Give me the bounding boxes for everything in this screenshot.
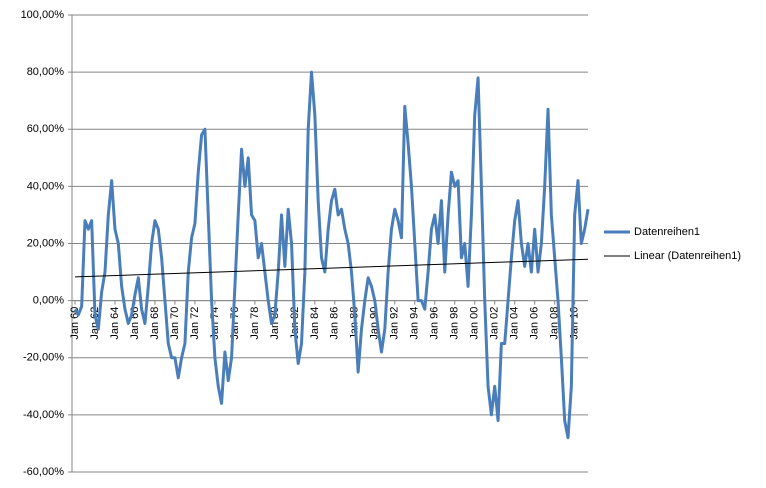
x-tick-label: Jan 86 <box>329 307 341 340</box>
data-line <box>73 70 590 440</box>
legend-label: Datenreihen1 <box>634 226 700 238</box>
x-tick-label: Jan 68 <box>149 307 161 340</box>
y-tick-label: 60,00% <box>27 123 65 135</box>
x-tick-label: Jan 70 <box>169 307 181 340</box>
x-tick-label: Jan 94 <box>409 307 421 340</box>
x-tick-label: Jan 02 <box>489 307 501 340</box>
y-tick-label: -40,00% <box>23 409 64 421</box>
x-tick-label: Jan 78 <box>249 307 261 340</box>
y-tick-label: 100,00% <box>21 9 65 21</box>
x-tick-label: Jan 84 <box>309 307 321 340</box>
x-tick-label: Jan 06 <box>529 307 541 340</box>
x-tick-label: Jan 00 <box>469 307 481 340</box>
y-tick-label: -20,00% <box>23 352 64 364</box>
x-tick-label: Jan 64 <box>109 307 121 340</box>
legend-label: Linear (Datenreihen1) <box>634 250 741 262</box>
x-tick-label: Jan 98 <box>449 307 461 340</box>
x-tick-label: Jan 72 <box>189 307 201 340</box>
trend-line <box>74 258 589 278</box>
x-tick-label: Jan 96 <box>429 307 441 340</box>
x-tick-label: Jan 92 <box>389 307 401 340</box>
x-tick-label: Jan 04 <box>509 307 521 340</box>
y-tick-label: -60,00% <box>23 466 64 478</box>
y-tick-label: 80,00% <box>27 66 65 78</box>
x-tick-label: Jan 62 <box>89 307 101 340</box>
y-tick-label: 0,00% <box>33 295 64 307</box>
y-tick-label: 20,00% <box>27 237 65 249</box>
y-tick-label: 40,00% <box>27 180 65 192</box>
x-tick-label: Jan 10 <box>569 307 581 340</box>
